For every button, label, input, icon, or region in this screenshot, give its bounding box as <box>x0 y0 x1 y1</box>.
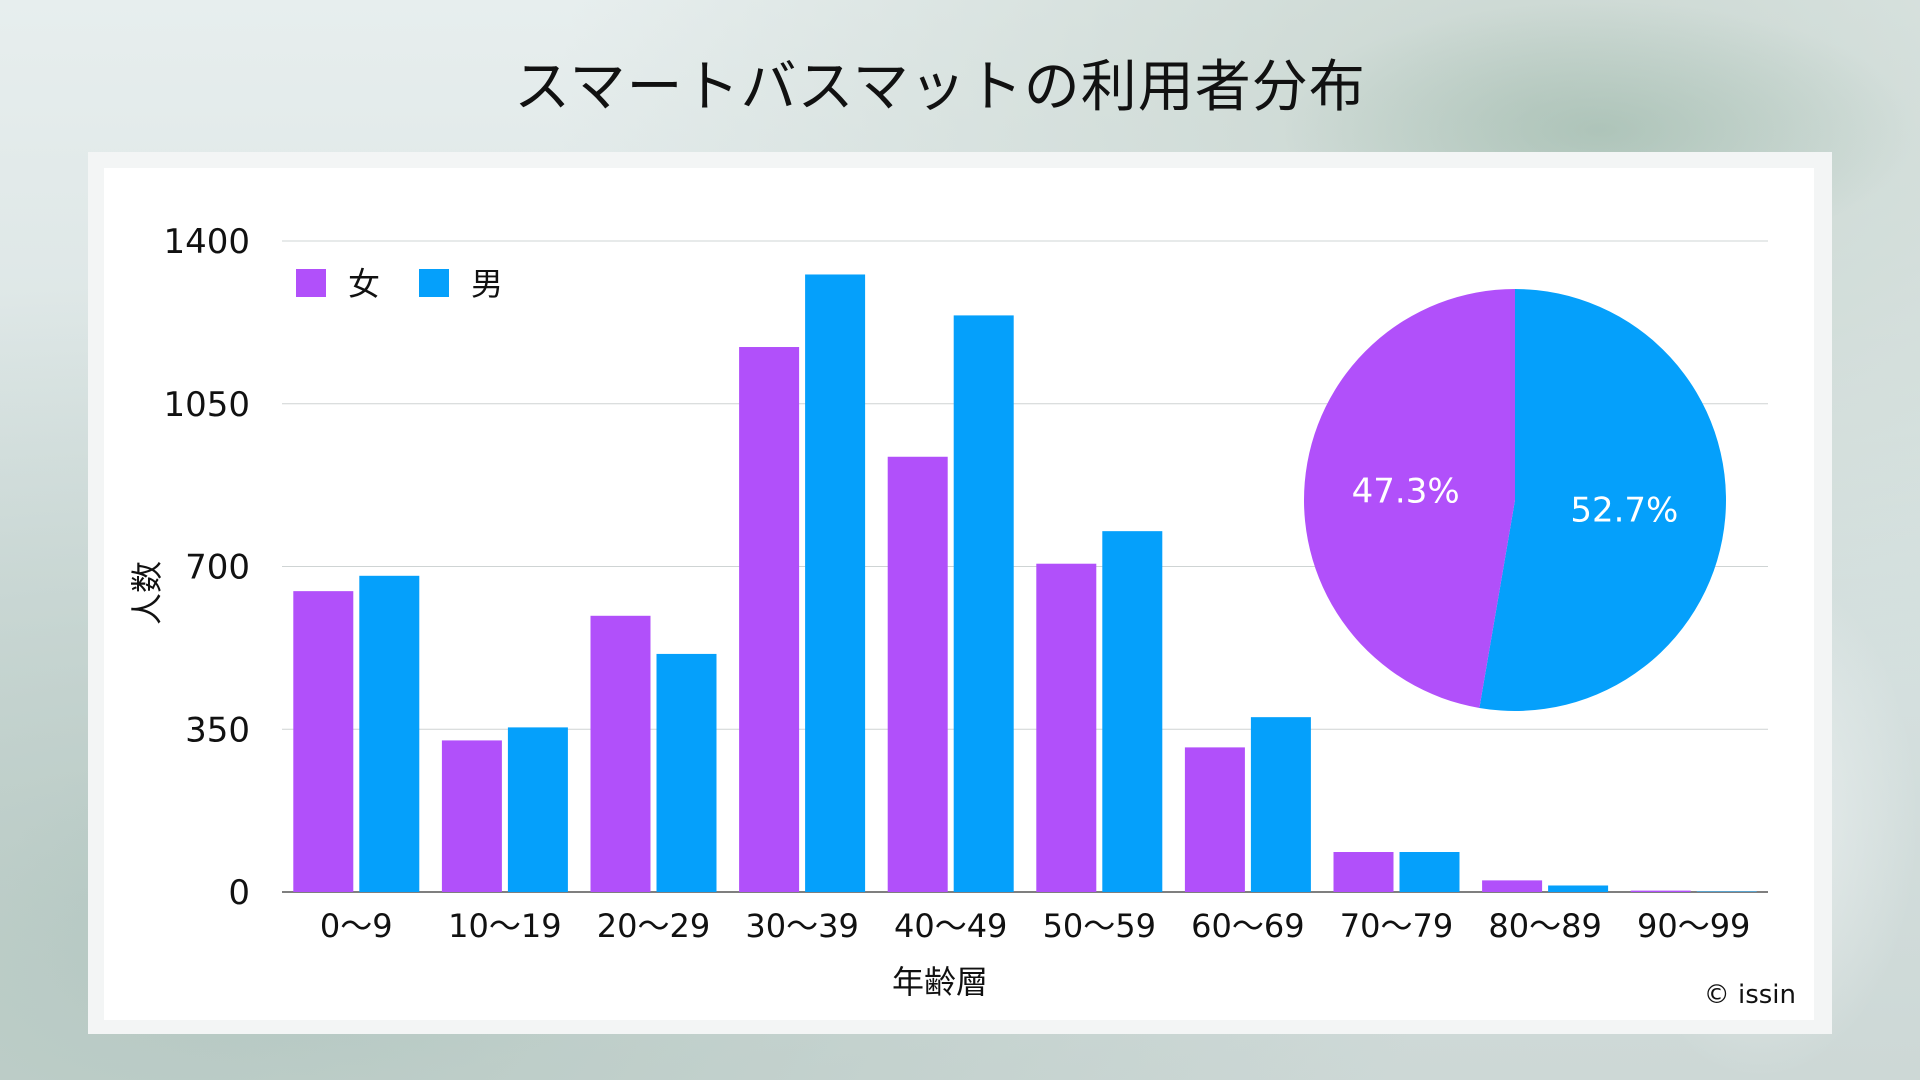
x-tick-label: 40〜49 <box>894 907 1007 945</box>
bar-female <box>1184 747 1245 892</box>
legend-label-male: 男 <box>471 265 503 303</box>
pie-label: 52.7% <box>1570 490 1678 530</box>
bar-female <box>590 615 651 892</box>
bar-male <box>507 727 568 892</box>
y-tick-label: 350 <box>185 710 250 750</box>
y-tick-label: 1050 <box>163 385 250 425</box>
bar-male <box>953 315 1014 892</box>
bar-male <box>1399 852 1460 892</box>
x-tick-label: 0〜9 <box>320 907 393 945</box>
bar-female <box>441 740 502 892</box>
x-tick-label: 10〜19 <box>448 907 561 945</box>
y-tick-label: 700 <box>185 548 250 588</box>
bar-female <box>887 456 948 892</box>
legend-swatch-male <box>419 269 449 297</box>
pie-slice-male <box>1479 289 1726 711</box>
bar-male <box>1548 885 1609 892</box>
x-tick-label: 80〜89 <box>1488 907 1601 945</box>
legend-swatch-female <box>296 269 326 297</box>
x-tick-label: 70〜79 <box>1340 907 1453 945</box>
legend-label-female: 女 <box>348 265 380 303</box>
x-tick-label: 90〜99 <box>1637 907 1750 945</box>
bar-female <box>1630 890 1691 892</box>
bar-male <box>359 575 420 892</box>
bar-female <box>1036 563 1097 892</box>
x-axis-title: 年齢層 <box>892 963 988 1001</box>
pie-label: 47.3% <box>1352 472 1460 512</box>
bar-female <box>1482 880 1543 892</box>
x-tick-label: 30〜39 <box>745 907 858 945</box>
bar-female <box>293 591 354 892</box>
y-tick-label: 1400 <box>163 222 250 262</box>
y-axis-title: 人数 <box>128 561 166 625</box>
copyright-text: © issin <box>1703 980 1796 1010</box>
x-tick-label: 60〜69 <box>1191 907 1304 945</box>
y-tick-label: 0 <box>228 873 250 913</box>
bar-female <box>739 347 800 892</box>
bar-male <box>805 274 866 893</box>
page-title: スマートバスマットの利用者分布 <box>514 55 1366 120</box>
pie-slice-female <box>1303 289 1515 708</box>
bar-male <box>1102 531 1163 892</box>
bar-male <box>1250 717 1311 892</box>
x-tick-label: 50〜59 <box>1043 907 1156 945</box>
bar-male <box>656 653 717 892</box>
x-tick-label: 20〜29 <box>597 907 710 945</box>
bar-female <box>1333 852 1394 892</box>
